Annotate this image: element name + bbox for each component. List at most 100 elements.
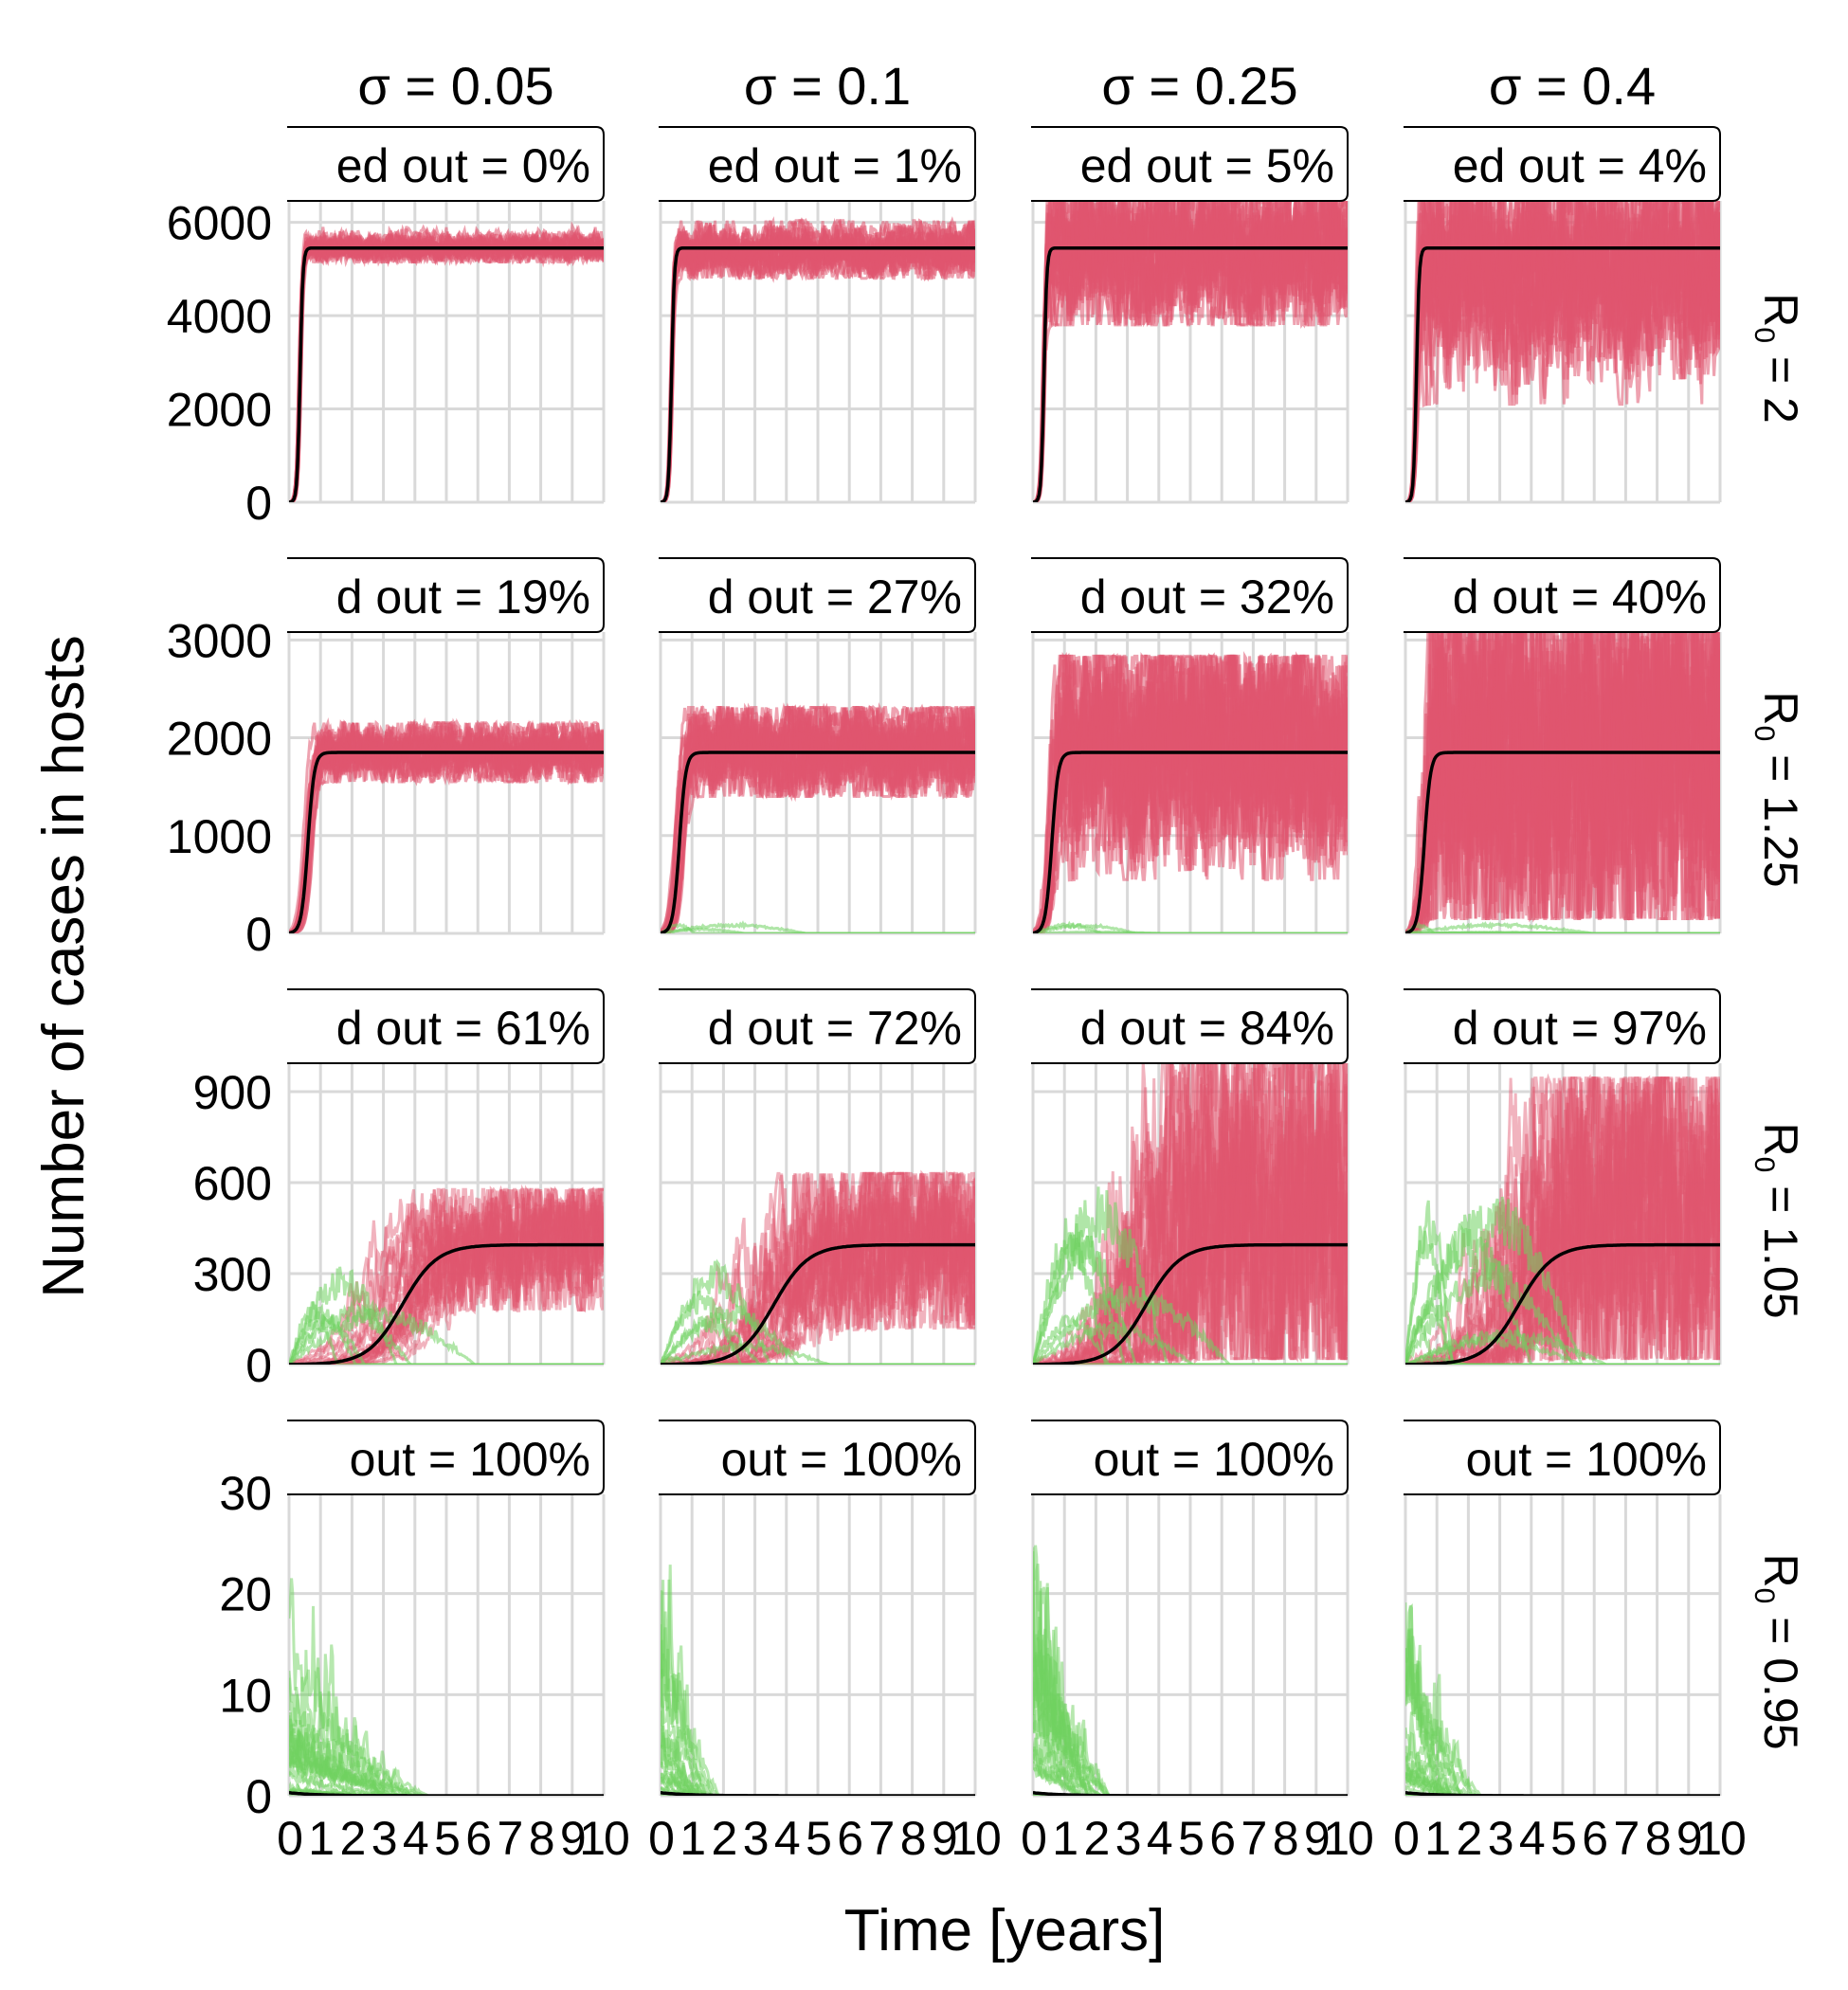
- y-tick-label: 0: [245, 477, 272, 530]
- persisting-trajectory: [1405, 1076, 1720, 1365]
- persisting-trajectory: [289, 1187, 604, 1365]
- series-group: [661, 216, 975, 502]
- x-tick-label: 2: [711, 1812, 735, 1865]
- faded-trajectory: [1405, 1727, 1720, 1796]
- x-tick-label: 2: [1083, 1812, 1108, 1865]
- persisting-trajectory: [1033, 1063, 1348, 1365]
- deterministic-curve: [661, 1242, 975, 1365]
- x-tick-label: 3: [371, 1812, 396, 1865]
- deterministic-curve: [289, 1791, 604, 1796]
- persisting-trajectory: [289, 1187, 604, 1365]
- faded-trajectory: [289, 1302, 604, 1365]
- y-tick-label: 900: [193, 1066, 272, 1119]
- y-tick-label: 20: [219, 1568, 272, 1621]
- panel: d out = 61%: [287, 988, 606, 1366]
- faded-trajectory: [1033, 1655, 1348, 1796]
- persisting-trajectory: [1033, 1063, 1348, 1365]
- faded-trajectory: [289, 1692, 604, 1796]
- persisting-trajectory: [289, 1185, 604, 1365]
- series-group: [1405, 1602, 1720, 1796]
- deterministic-curve: [289, 1242, 604, 1365]
- deterministic-curve: [1033, 245, 1348, 502]
- faded-trajectory: [661, 1580, 975, 1796]
- x-axis-title: Time [years]: [844, 1898, 1166, 1963]
- fade-out-label: d out = 27%: [708, 570, 962, 624]
- x-tick-label: 8: [1645, 1812, 1670, 1865]
- x-tick-label: 5: [1178, 1812, 1203, 1865]
- column-label: σ = 0.4: [1489, 56, 1656, 116]
- faded-trajectory: [661, 927, 975, 933]
- x-tick-label: 10: [1323, 1812, 1372, 1865]
- persisting-trajectory: [1405, 201, 1720, 502]
- faded-trajectory: [1033, 1235, 1348, 1365]
- series-group: [661, 1169, 975, 1365]
- faded-trajectory: [1033, 920, 1348, 933]
- faded-trajectory: [661, 1290, 975, 1365]
- x-tick-label: 5: [806, 1812, 830, 1865]
- series-group: [1033, 1545, 1348, 1796]
- x-tick-label: 4: [774, 1812, 800, 1865]
- x-tick-label: 3: [743, 1812, 768, 1865]
- persisting-trajectory: [289, 1187, 604, 1365]
- x-tick-label: 6: [837, 1812, 861, 1865]
- series-group: [661, 1565, 975, 1796]
- panel: d out = 32%: [1031, 557, 1350, 935]
- x-tick-label: 9: [560, 1812, 585, 1865]
- panel: ed out = 0%: [287, 126, 606, 504]
- fade-out-label: d out = 32%: [1080, 570, 1334, 624]
- faded-trajectory: [1405, 1604, 1720, 1796]
- series-group: [1033, 1063, 1348, 1365]
- faded-trajectory: [1033, 1731, 1348, 1796]
- column-label: σ = 0.1: [744, 56, 911, 116]
- persisting-trajectory: [1033, 1077, 1348, 1365]
- persisting-trajectory: [1033, 1063, 1348, 1365]
- facet-banner: [659, 126, 976, 202]
- x-tick-label: 1: [1424, 1812, 1449, 1865]
- facet-banner: [287, 988, 605, 1064]
- faded-trajectory: [1405, 1629, 1720, 1796]
- facet-banner: [659, 1420, 976, 1495]
- persisting-trajectory: [1033, 1063, 1348, 1365]
- faded-trajectory: [661, 1303, 975, 1365]
- series-group: [661, 701, 975, 933]
- faded-trajectory: [1405, 1196, 1720, 1365]
- x-tick-label: 7: [497, 1812, 521, 1865]
- deterministic-curve: [1033, 1242, 1348, 1365]
- x-tick-label: 7: [1613, 1812, 1638, 1865]
- x-tick-label: 8: [529, 1812, 553, 1865]
- series-group: [289, 716, 604, 933]
- y-tick-label: 0: [245, 1770, 272, 1823]
- facet-banner: [1404, 557, 1721, 633]
- y-tick-label: 2000: [167, 713, 272, 766]
- x-tick-label: 9: [1676, 1812, 1701, 1865]
- persisting-trajectory: [661, 1171, 975, 1365]
- x-tick-label: 3: [1488, 1812, 1513, 1865]
- persisting-trajectory: [1033, 654, 1348, 933]
- panel: out = 100%: [1404, 1420, 1722, 1798]
- series-group: [289, 221, 604, 502]
- persisting-trajectory: [289, 719, 604, 933]
- series-group: [1405, 632, 1720, 933]
- faded-trajectory: [1033, 1362, 1348, 1365]
- persisting-trajectory: [1405, 1077, 1720, 1365]
- column-label: σ = 0.05: [357, 56, 553, 116]
- deterministic-curve: [1405, 751, 1720, 933]
- fade-out-label: ed out = 4%: [1453, 139, 1707, 192]
- fade-out-label: out = 100%: [721, 1433, 962, 1486]
- x-tick-label: 0: [277, 1812, 301, 1865]
- persisting-trajectory: [1405, 1076, 1720, 1365]
- faded-trajectory: [1405, 1255, 1720, 1365]
- facet-banner: [1031, 557, 1349, 633]
- row-label: R0 = 1.05: [1748, 1122, 1807, 1318]
- x-tick-label: 10: [579, 1812, 628, 1865]
- faded-trajectory: [661, 1725, 975, 1796]
- y-tick-label: 30: [219, 1467, 272, 1520]
- faded-trajectory: [289, 1728, 604, 1796]
- row-labels: R0 = 2 R0 = 1.25 R0 = 1.05 R0 = 0.95: [1748, 293, 1807, 1749]
- x-tick-label: 9: [1304, 1812, 1329, 1865]
- x-tick-label: 10: [951, 1812, 1000, 1865]
- persisting-trajectory: [661, 702, 975, 933]
- fade-out-label: d out = 72%: [708, 1002, 962, 1055]
- faded-trajectory: [1405, 1628, 1720, 1796]
- panel: out = 100%: [1031, 1420, 1350, 1798]
